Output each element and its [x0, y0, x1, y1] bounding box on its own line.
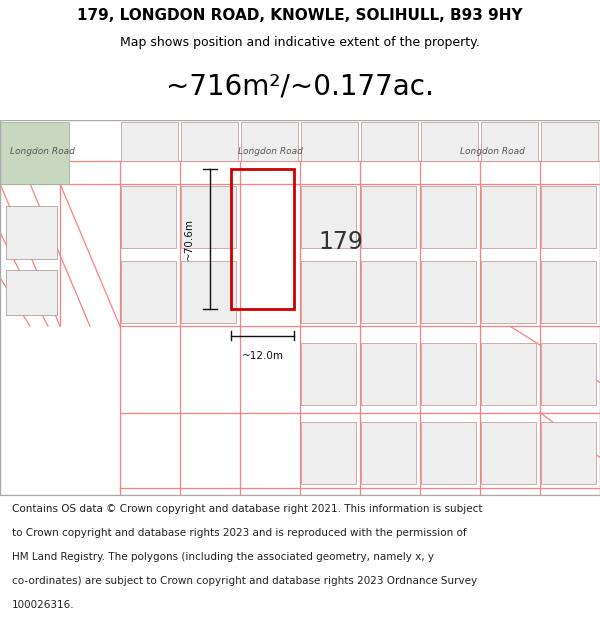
Bar: [301, 422, 356, 484]
Bar: [301, 343, 356, 405]
Text: Longdon Road: Longdon Road: [10, 147, 74, 156]
Bar: [421, 422, 476, 484]
Text: 100026316.: 100026316.: [12, 600, 74, 610]
Bar: [231, 169, 294, 309]
Bar: [181, 261, 236, 322]
Bar: [301, 261, 356, 322]
Bar: [121, 122, 178, 161]
Text: Map shows position and indicative extent of the property.: Map shows position and indicative extent…: [120, 36, 480, 49]
Bar: [481, 343, 536, 405]
Text: Longdon Road: Longdon Road: [238, 147, 302, 156]
Text: to Crown copyright and database rights 2023 and is reproduced with the permissio: to Crown copyright and database rights 2…: [12, 528, 467, 538]
Bar: [241, 122, 298, 161]
Text: co-ordinates) are subject to Crown copyright and database rights 2023 Ordnance S: co-ordinates) are subject to Crown copyr…: [12, 576, 477, 586]
Bar: [481, 186, 536, 248]
Bar: [361, 422, 416, 484]
Bar: [361, 343, 416, 405]
Bar: [421, 261, 476, 322]
Bar: [541, 422, 596, 484]
Bar: [541, 186, 596, 248]
Bar: [301, 186, 356, 248]
Bar: [0, 122, 69, 184]
Bar: [421, 186, 476, 248]
Text: HM Land Registry. The polygons (including the associated geometry, namely x, y: HM Land Registry. The polygons (includin…: [12, 552, 434, 562]
Bar: [481, 261, 536, 322]
Bar: [421, 343, 476, 405]
Bar: [361, 261, 416, 322]
Bar: [361, 186, 416, 248]
Bar: [481, 422, 536, 484]
Text: 179: 179: [318, 230, 363, 254]
Bar: [481, 122, 538, 161]
Bar: [6, 206, 57, 259]
Text: ~12.0m: ~12.0m: [241, 351, 284, 361]
Bar: [181, 186, 236, 248]
Text: Longdon Road: Longdon Road: [460, 147, 524, 156]
Text: ~70.6m: ~70.6m: [184, 218, 194, 260]
Bar: [541, 343, 596, 405]
Bar: [541, 122, 598, 161]
Text: 179, LONGDON ROAD, KNOWLE, SOLIHULL, B93 9HY: 179, LONGDON ROAD, KNOWLE, SOLIHULL, B93…: [77, 8, 523, 23]
Text: ~716m²/~0.177ac.: ~716m²/~0.177ac.: [166, 72, 434, 100]
Bar: [361, 122, 418, 161]
Bar: [6, 270, 57, 315]
Bar: [301, 122, 358, 161]
Bar: [121, 261, 176, 322]
Bar: [121, 186, 176, 248]
Bar: [421, 122, 478, 161]
Bar: [181, 122, 238, 161]
Bar: [541, 261, 596, 322]
Text: Contains OS data © Crown copyright and database right 2021. This information is : Contains OS data © Crown copyright and d…: [12, 504, 482, 514]
